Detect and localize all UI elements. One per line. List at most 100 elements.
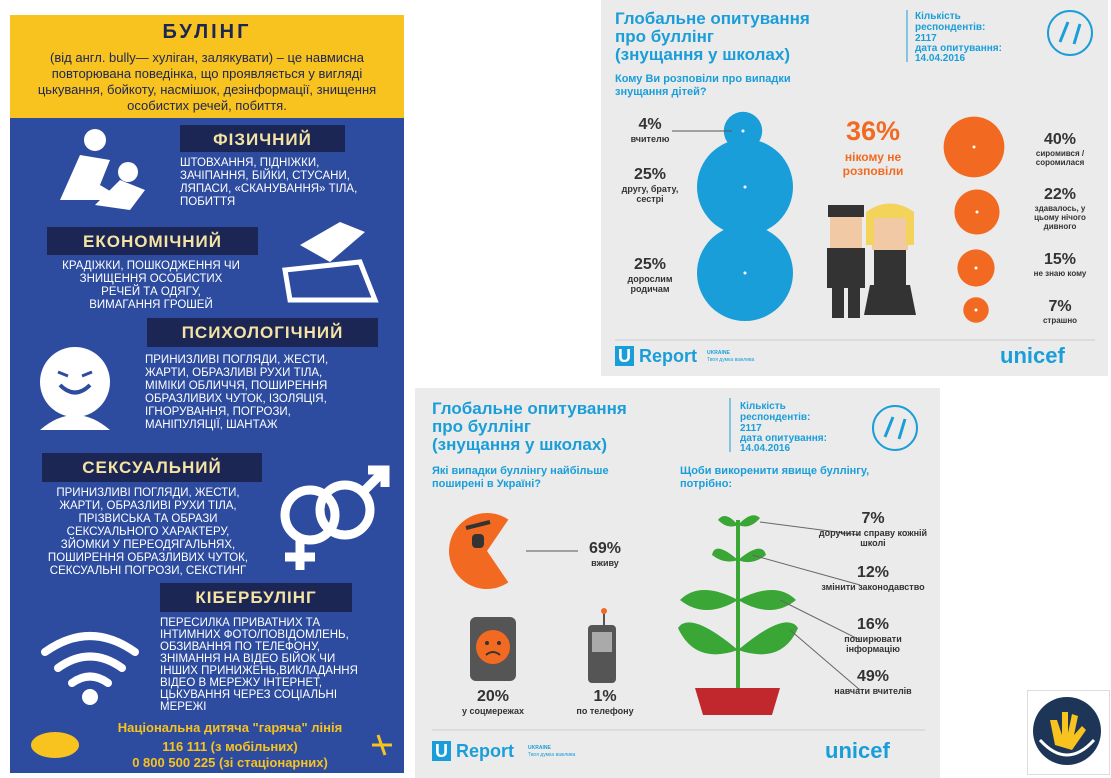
icon-hotline-logo (31, 732, 392, 758)
ureport-tagline: Твоя думка важлива (528, 752, 576, 758)
pacman-brow (465, 520, 491, 530)
survey-icon (872, 405, 918, 451)
text-line: ПРИНИЗЛИВІ ПОГЛЯДИ, ЖЕСТИ, (145, 354, 329, 366)
solution-percent: 16% (856, 616, 890, 633)
text-line: ПОБИТТЯ (180, 196, 236, 208)
channel-label: у соцмережах (461, 706, 525, 716)
unicef-logo: unicef (1000, 343, 1065, 368)
type-name: ЕКОНОМІЧНИЙ (47, 227, 258, 255)
reason-percent: 40% (1043, 131, 1077, 148)
text-line: ЗНІМАННЯ НА ВІДЕО БІЙОК ЧИ (160, 653, 336, 665)
reason-label: сиромився / соромилася (1035, 149, 1085, 167)
text-line: (знущання у школах) (432, 435, 607, 454)
solution-label: поширювати інформацію (844, 634, 902, 654)
center-dot (975, 210, 979, 214)
respondents: 2117 (740, 423, 762, 434)
text-line: ПРИНИЗЛИВІ ПОГЛЯДИ, ЖЕСТИ, (56, 487, 240, 499)
text-line: ІНТИМНИХ ФОТО/ПОВІДОМЛЕНЬ, (160, 629, 349, 641)
type-description: ШТОВХАННЯ, ПІДНІЖКИ, ЗАЧІПАННЯ, БІЙКИ, СТ… (180, 157, 402, 209)
text-line: ЗАЧІПАННЯ, БІЙКИ, СТУСАНИ, (180, 170, 350, 182)
support-logo (1033, 697, 1101, 765)
reason-percent: 15% (1043, 251, 1077, 268)
type-description: ПЕРЕСИЛКА ПРИВАТНИХ ТА ІНТИМНИХ ФОТО/ПОВІ… (160, 617, 404, 713)
ureport-country: UKRAINE (707, 350, 730, 356)
hotline-number: 116 111 (з мобільних) (162, 739, 298, 754)
type-description: ПРИНИЗЛИВІ ПОГЛЯДИ, ЖЕСТИ, ЖАРТИ, ОБРАЗЛИ… (28, 487, 268, 578)
text-line: про буллінг (432, 417, 531, 436)
survey-title: Глобальне опитування про буллінг (знущання… (615, 10, 810, 64)
center-dot (974, 308, 978, 312)
ureport-country: UKRAINE (528, 745, 551, 751)
kids-illustration (827, 203, 916, 318)
text-line: МЕРЕЖІ (160, 701, 207, 713)
reason-percent: 22% (1043, 186, 1077, 203)
center-dot (743, 185, 747, 189)
live-share (449, 513, 509, 589)
icon-sexual (280, 465, 390, 570)
text-line: ЖАРТИ, ОБРАЗЛИВІ РУХИ ТІЛА, (59, 500, 237, 512)
respondents-label: Кількість респондентів: (740, 401, 811, 423)
text-line: ШТОВХАННЯ, ПІДНІЖКИ, (180, 157, 320, 169)
survey-icon (883, 416, 907, 440)
channel-percent: 1% (593, 688, 617, 705)
hotline-title: Національна дитяча "гаряча" лінія (117, 720, 343, 735)
ureport-name: Report (456, 741, 515, 761)
respondents-label: Кількість респондентів: (915, 11, 986, 33)
phone-social (470, 617, 516, 681)
text-line: РЕЧЕЙ ТА ОДЯГУ, (101, 286, 201, 298)
hotline-number: 0 800 500 225 (зі стаціонарних) (132, 755, 328, 770)
told-percent: 25% (633, 256, 667, 273)
solution-percent: 12% (856, 564, 890, 581)
text-line: ЗНИЩЕННЯ ОСОБИСТИХ (79, 273, 223, 285)
text-line: ПОШИРЕННЯ ОБРАЗЛИВИХ ЧУТОК, (47, 552, 249, 564)
question: Щоби викоренити явище буллінгу, потрібно… (680, 465, 870, 490)
ureport-name: Report (639, 346, 698, 366)
survey-title: Глобальне опитування про буллінг (знущання… (432, 400, 627, 454)
question: Кому Ви розповіли про випадки знущання д… (615, 73, 791, 98)
ureport-mark: U (615, 346, 634, 366)
live-label: вживу (591, 558, 619, 568)
type-name: ФІЗИЧНИЙ (180, 125, 345, 152)
text-line: (знущання у школах) (615, 45, 790, 64)
told-percent: 4% (638, 116, 662, 133)
text-line: ЛЯПАСИ, «СКАНУВАННЯ» ТІЛА, (180, 183, 358, 195)
pacman-eye (472, 534, 484, 548)
nobody-percent: 36% (845, 116, 901, 146)
text-line: КРАДІЖКИ, ПОШКОДЖЕННЯ ЧИ (62, 260, 240, 272)
type-name: ПСИХОЛОГІЧНИЙ (147, 318, 378, 347)
date-label: дата опитування: (740, 433, 827, 444)
icon-physical (60, 129, 145, 210)
nobody-label: нікому не розповіли (842, 150, 904, 178)
type-description: КРАДІЖКИ, ПОШКОДЖЕННЯ ЧИ ЗНИЩЕННЯ ОСОБИСТ… (36, 260, 266, 312)
ureport-logo: U Report (615, 346, 697, 367)
ureport-mark: U (432, 741, 451, 761)
phone-call (588, 608, 616, 683)
channel-label: по телефону (576, 706, 634, 716)
reason-label: страшно (1042, 316, 1078, 325)
text-line: ПЕРЕСИЛКА ПРИВАТНИХ ТА (160, 617, 320, 629)
reason-percent: 7% (1048, 298, 1072, 315)
type-name: СЕКСУАЛЬНИЙ (42, 453, 262, 482)
date-label: дата опитування: (915, 43, 1002, 54)
poster-header (10, 15, 404, 118)
text-line: МІМІКИ ОБЛИЧЧЯ, ПОШИРЕННЯ (145, 380, 328, 392)
text-line: ВІДЕО В МЕРЕЖУ ІНТЕРНЕТ, (160, 677, 323, 689)
text-line: Глобальне опитування (615, 9, 810, 28)
ureport-tagline: Твоя думка важлива (707, 357, 755, 363)
solution-label: змінити законодавство (821, 582, 925, 592)
text-line: про буллінг (615, 27, 714, 46)
solution-percent: 49% (856, 668, 890, 685)
center-dot (741, 129, 745, 133)
survey-icon (1058, 21, 1082, 45)
solution-label: навчати вчителів (834, 686, 912, 696)
text-line: СЕКСУАЛЬНІ ПОГРОЗИ, СЕКСТИНГ (49, 565, 247, 577)
solution-percent: 7% (861, 510, 885, 527)
icon-wifi (41, 632, 139, 705)
told-label: другу, брату, сестрі (621, 184, 679, 204)
text-line: ВИМАГАННЯ ГРОШЕЙ (89, 299, 213, 311)
respondents: 2117 (915, 33, 937, 44)
text-line: ЖАРТИ, ОБРАЗЛИВІ РУХИ ТІЛА, (145, 367, 323, 379)
reason-label: здавалось, у цьому нічого дивного (1034, 204, 1086, 231)
text-line: ОБРАЗЛИВИХ ЧУТОК, ІЗОЛЯЦІЯ, (145, 393, 327, 405)
